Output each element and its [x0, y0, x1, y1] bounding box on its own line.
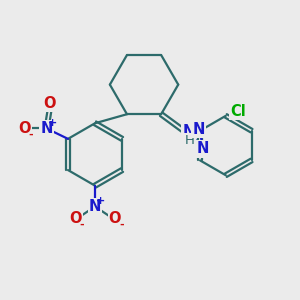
Text: H: H — [184, 134, 194, 147]
Text: N: N — [89, 199, 101, 214]
Text: N: N — [192, 122, 205, 137]
Text: +: + — [96, 196, 105, 206]
Text: N: N — [183, 124, 195, 139]
Text: O: O — [43, 96, 56, 111]
Text: O: O — [18, 121, 31, 136]
Text: N: N — [40, 121, 53, 136]
Text: O: O — [69, 211, 81, 226]
Text: -: - — [80, 220, 84, 230]
Text: +: + — [48, 118, 57, 128]
Text: N: N — [196, 142, 209, 157]
Text: O: O — [109, 211, 121, 226]
Text: -: - — [119, 220, 124, 230]
Text: Cl: Cl — [230, 104, 246, 119]
Text: -: - — [29, 130, 33, 140]
